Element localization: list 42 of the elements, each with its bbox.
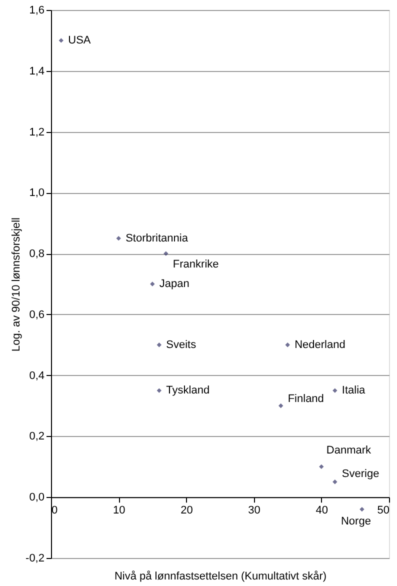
- annotation: Sverige: [342, 468, 380, 480]
- annotation: Sveits: [166, 338, 197, 351]
- x-tick-label: 20: [180, 504, 193, 517]
- point: [332, 388, 338, 393]
- y-tick-label: 0,2: [29, 430, 44, 443]
- y-tick-label: 1,4: [29, 65, 44, 78]
- annotation: Tyskland: [166, 384, 210, 397]
- point: [332, 480, 338, 484]
- point: [164, 251, 168, 256]
- y-tick-label: 1,6: [29, 4, 44, 16]
- point: [156, 342, 162, 348]
- x-axis-title: Nivå på lønnfastsettelsen (Kumultativt skår): [114, 570, 327, 582]
- point: [58, 38, 64, 43]
- annotation: USA: [68, 34, 92, 46]
- y-tick-label: 1,0: [29, 187, 44, 200]
- annotation: Italia: [342, 384, 366, 397]
- y-axis-title: Log. av 90/10 lønnsforskjell: [10, 218, 23, 352]
- x-tick-label: 30: [248, 504, 260, 517]
- point: [278, 403, 284, 408]
- annotation: Nederland: [294, 338, 346, 351]
- point: [150, 282, 155, 286]
- y-tick-label: 0,0: [29, 492, 44, 504]
- point: [285, 342, 290, 348]
- y-tick-label: -0,2: [26, 552, 44, 564]
- annotation: Danmark: [326, 444, 372, 457]
- annotation: Finland: [288, 392, 324, 405]
- point: [319, 464, 324, 470]
- y-tick-label: 0,4: [29, 370, 44, 382]
- annotation: Storbritannia: [126, 232, 189, 244]
- y-tick-label: 0,6: [29, 308, 44, 321]
- y-tick-label: 0,8: [29, 248, 44, 260]
- x-tick-label: 0: [52, 504, 58, 517]
- point: [360, 506, 364, 512]
- y-tick-label: 1,2: [29, 126, 44, 138]
- annotation: Norge: [340, 515, 371, 528]
- annotation: Frankrike: [172, 258, 219, 271]
- x-tick-label: 50: [377, 504, 390, 517]
- point: [156, 388, 162, 393]
- x-tick-label: 40: [316, 504, 328, 517]
- x-tick-label: 10: [112, 504, 126, 517]
- point: [116, 236, 121, 241]
- annotation: Japan: [159, 278, 190, 290]
